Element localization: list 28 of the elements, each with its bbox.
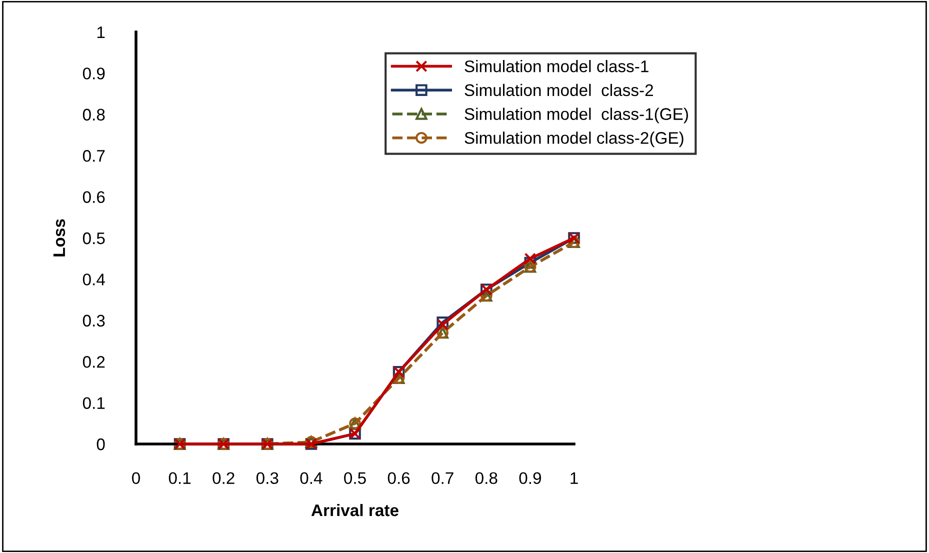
x-tick-label: 0.6 <box>388 472 410 484</box>
y-axis-title: Loss <box>53 219 66 256</box>
x-axis-title: Arrival rate <box>311 504 398 516</box>
x-tick-label: 0.7 <box>432 472 454 484</box>
legend-label: Simulation model class-2(GE) <box>464 132 684 148</box>
y-tick-label: 0.4 <box>82 274 105 286</box>
legend-label: Simulation model class-1 <box>464 60 648 72</box>
y-tick-label: 0.7 <box>82 150 105 162</box>
y-tick-label: 0.3 <box>82 314 105 327</box>
y-tick-label: 1 <box>97 26 105 38</box>
x-tick-label: 0.8 <box>475 472 498 484</box>
y-tick-label: 0 <box>96 438 105 450</box>
legend-label: Simulation model class-1(GE) <box>464 108 688 124</box>
x-tick-label: 0.5 <box>344 472 366 484</box>
y-tick-label: 0.6 <box>82 191 105 204</box>
x-tick-label: 0.2 <box>212 472 234 484</box>
x-tick-label: 0.3 <box>256 472 278 484</box>
legend-label: Simulation model class-2 <box>464 84 653 96</box>
y-tick-label: 0.1 <box>82 397 105 410</box>
y-tick-label: 0.9 <box>82 68 105 80</box>
x-tick-label: 0.1 <box>168 472 191 484</box>
x-tick-label: 0 <box>132 472 140 484</box>
x-tick-label: 0.4 <box>300 472 322 484</box>
y-tick-label: 0.2 <box>82 356 105 368</box>
y-tick-label: 0.8 <box>82 108 105 121</box>
x-tick-label: 1 <box>570 472 578 484</box>
y-tick-label: 0.5 <box>82 232 105 244</box>
x-tick-label: 0.9 <box>519 472 541 484</box>
